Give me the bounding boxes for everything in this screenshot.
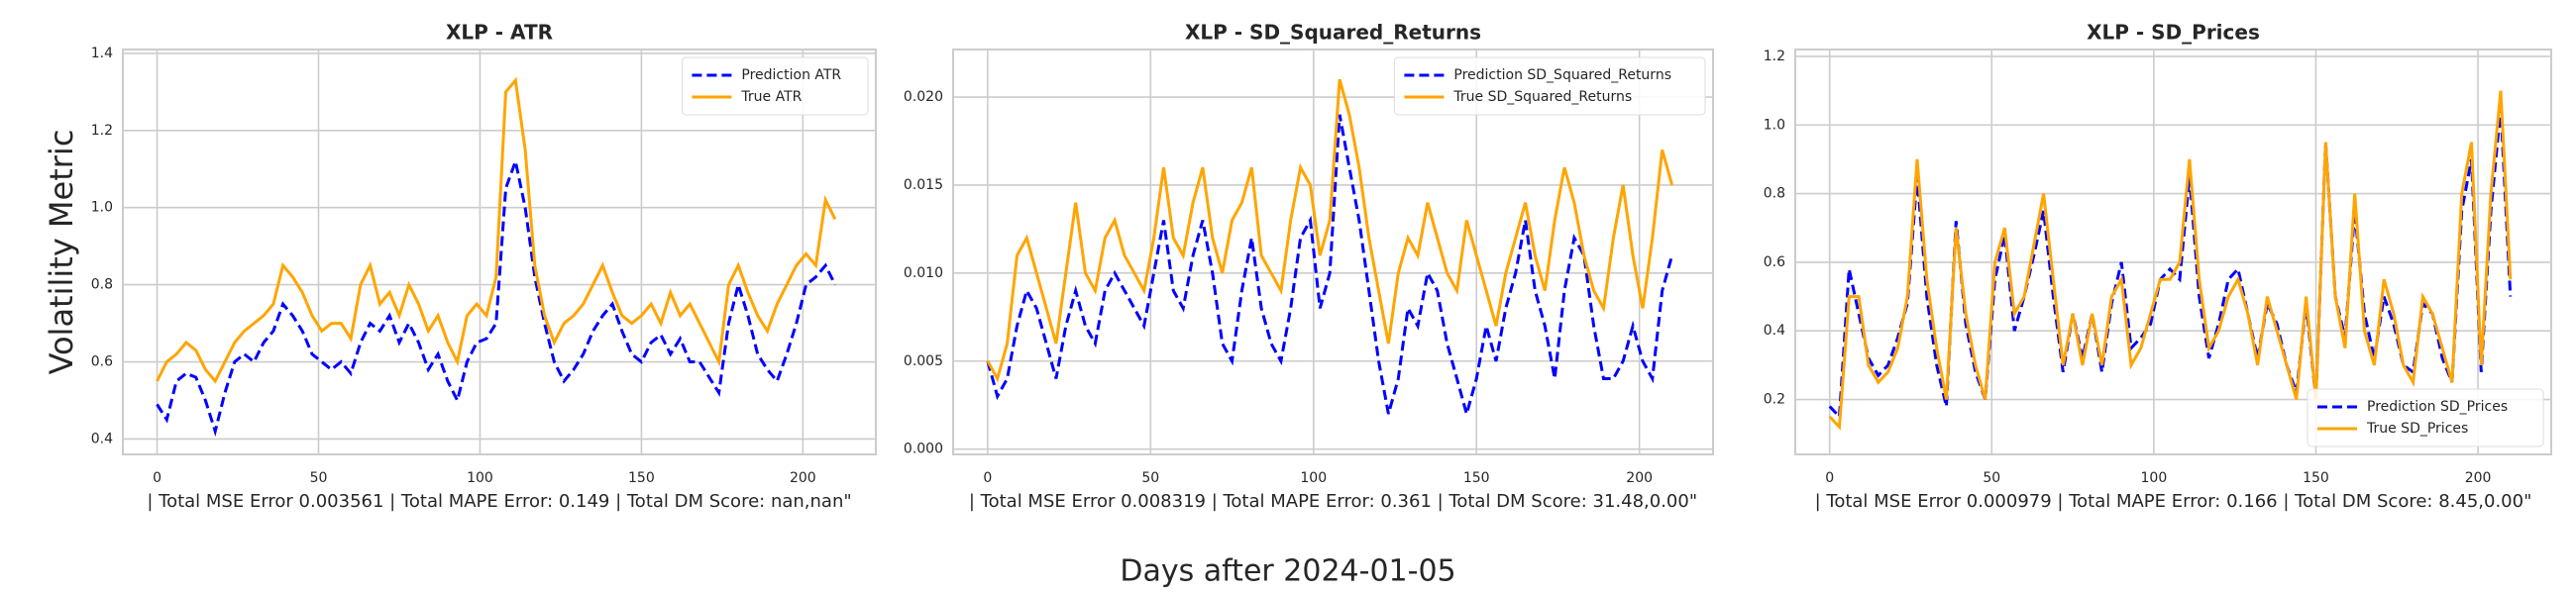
x-tick-label: 200 <box>2465 470 2492 486</box>
y-tick-label: 1.2 <box>91 123 113 139</box>
chart-title: XLP - SD_Prices <box>2087 21 2260 45</box>
series-line <box>156 76 837 384</box>
y-tick-label: 1.0 <box>1764 117 1785 133</box>
x-tick-label: 200 <box>790 470 816 486</box>
chart-title: XLP - SD_Squared_Returns <box>1185 21 1481 45</box>
legend: Prediction SD_Prices True SD_Prices <box>2307 388 2544 447</box>
y-tick-label: 0.005 <box>904 353 943 369</box>
y-axis-label: Volatility Metric <box>43 130 80 375</box>
y-tick-label: 1.4 <box>91 46 113 61</box>
x-axis-label: | Total MSE Error 0.000979 | Total MAPE … <box>1815 491 2532 512</box>
y-tick-label: 0.015 <box>904 177 943 193</box>
x-tick-label: 200 <box>1626 470 1653 486</box>
y-tick-label: 0.6 <box>91 354 113 370</box>
series-line <box>986 114 1674 420</box>
y-tick-label: 0.4 <box>91 431 113 446</box>
series-line <box>1828 90 2513 431</box>
axes-frame <box>1794 49 2552 455</box>
y-tick-label: 1.0 <box>91 200 113 216</box>
y-tick-label: 0.8 <box>1764 186 1785 202</box>
x-tick-label: 100 <box>1300 470 1327 486</box>
x-tick-label: 0 <box>983 470 992 486</box>
x-tick-label: 150 <box>628 470 655 486</box>
legend-label: True SD_Squared_Returns <box>1452 89 1632 105</box>
axes-frame <box>952 49 1714 455</box>
y-tick-label: 0.020 <box>904 89 943 105</box>
legend-label: Prediction SD_Prices <box>2367 399 2508 415</box>
legend-box <box>1393 56 1706 116</box>
y-tick-label: 0.010 <box>904 265 943 281</box>
x-tick-label: 150 <box>2303 470 2329 486</box>
x-tick-label: 100 <box>2141 470 2168 486</box>
legend-label: Prediction SD_Squared_Returns <box>1453 67 1671 83</box>
x-tick-label: 100 <box>467 470 493 486</box>
y-tick-label: 0.4 <box>1764 323 1785 339</box>
series-line <box>1828 107 2513 421</box>
legend-box <box>681 56 869 116</box>
legend: Prediction ATR True ATR <box>681 56 869 116</box>
x-tick-label: 0 <box>1825 470 1834 486</box>
x-tick-label: 50 <box>310 470 328 486</box>
legend-label: True SD_Prices <box>2366 421 2468 437</box>
y-tick-label: 0.6 <box>1764 254 1785 270</box>
chart-title: XLP - ATR <box>446 21 553 45</box>
plot-area <box>953 50 1713 454</box>
legend-box <box>2307 388 2544 447</box>
x-axis-label: | Total MSE Error 0.008319 | Total MAPE … <box>969 491 1697 512</box>
legend-label: Prediction ATR <box>741 67 841 83</box>
figure-xlabel: Days after 2024-01-05 <box>1120 554 1455 589</box>
axes-frame <box>122 49 877 455</box>
plot-area <box>123 50 876 454</box>
legend-label: True ATR <box>740 89 802 105</box>
x-tick-label: 50 <box>1141 470 1159 486</box>
x-tick-label: 50 <box>1983 470 2000 486</box>
series-line <box>986 78 1674 383</box>
y-tick-label: 0.2 <box>1764 392 1785 408</box>
x-tick-label: 150 <box>1463 470 1490 486</box>
y-tick-label: 0.000 <box>904 442 943 457</box>
plot-area <box>1795 50 2551 454</box>
series-line <box>156 155 837 438</box>
y-tick-label: 0.8 <box>91 277 113 293</box>
y-tick-label: 1.2 <box>1764 49 1785 64</box>
x-axis-label: | Total MSE Error 0.003561 | Total MAPE … <box>147 491 851 512</box>
legend: Prediction SD_Squared_Returns True SD_Squ… <box>1393 56 1706 116</box>
x-tick-label: 0 <box>153 470 161 486</box>
